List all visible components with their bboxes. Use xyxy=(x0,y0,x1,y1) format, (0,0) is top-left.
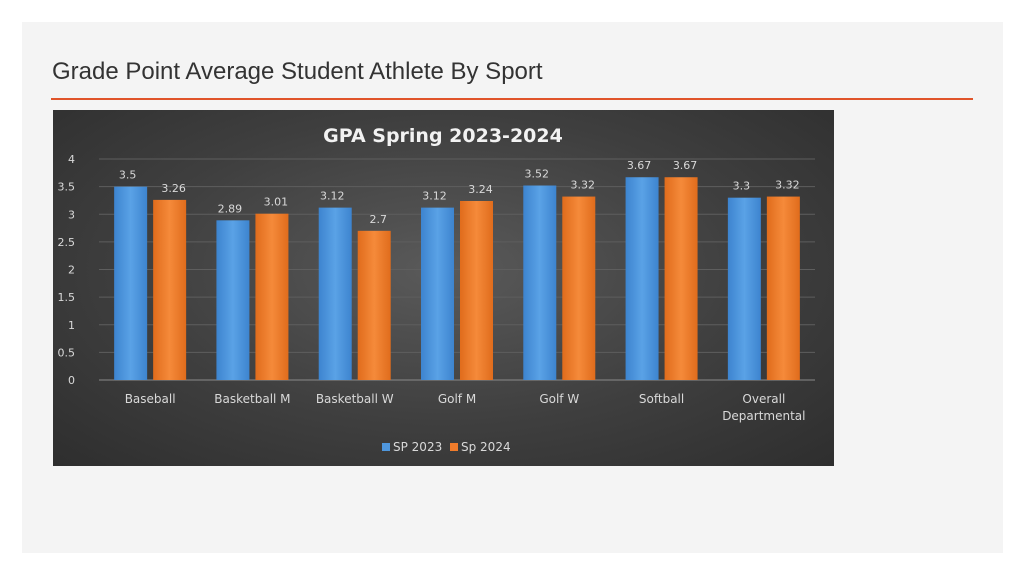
data-label: 3.12 xyxy=(422,190,447,203)
y-tick-label: 2.5 xyxy=(58,236,76,249)
y-tick-label: 2 xyxy=(68,264,75,277)
slide-title: Grade Point Average Student Athlete By S… xyxy=(52,58,543,85)
y-tick-label: 4 xyxy=(68,153,75,166)
chart-title: GPA Spring 2023-2024 xyxy=(323,125,563,147)
y-tick-label: 0 xyxy=(68,374,75,387)
bar-sp2023 xyxy=(318,207,352,380)
y-tick-label: 3 xyxy=(68,208,75,221)
bar-sp2023 xyxy=(114,186,148,380)
data-label: 3.01 xyxy=(264,196,289,209)
y-tick-label: 1.5 xyxy=(58,291,76,304)
legend-label: SP 2023 xyxy=(393,440,442,454)
bar-sp2024 xyxy=(357,230,391,380)
gpa-bar-chart: GPA Spring 2023-2024 0 0.5 1 1.5 2 2.5 3 3.5 4 3… xyxy=(58,125,815,454)
bar-sp2023 xyxy=(727,197,761,380)
x-tick-label: Golf M xyxy=(438,392,476,406)
chart-panel: GPA Spring 2023-2024 0 0.5 1 1.5 2 2.5 3 3.5 4 3… xyxy=(53,110,834,466)
x-tick-label: Basketball M xyxy=(214,392,290,406)
data-label: 3.32 xyxy=(775,179,800,192)
data-label: 3.67 xyxy=(627,159,652,172)
bar-sp2024 xyxy=(664,177,698,380)
y-tick-label: 0.5 xyxy=(58,346,76,359)
bar-sp2023 xyxy=(216,220,250,380)
bar-sp2024 xyxy=(766,196,800,380)
bar-sp2024 xyxy=(460,200,493,380)
legend-swatch xyxy=(450,443,458,451)
bar-sp2023 xyxy=(421,207,454,380)
legend-label: Sp 2024 xyxy=(461,440,511,454)
x-tick-label: Golf W xyxy=(539,392,579,406)
data-label: 2.89 xyxy=(218,202,243,215)
x-tick-label: Departmental xyxy=(722,409,805,423)
y-tick-label: 1 xyxy=(68,319,75,332)
data-label: 2.7 xyxy=(369,213,387,226)
x-tick-label: Overall xyxy=(742,392,785,406)
x-tick-label: Softball xyxy=(639,392,684,406)
data-label: 3.3 xyxy=(733,180,751,193)
data-label: 3.32 xyxy=(571,179,596,192)
data-label: 3.12 xyxy=(320,190,345,203)
bar-sp2024 xyxy=(153,199,187,380)
bar-sp2024 xyxy=(255,213,289,380)
y-tick-label: 3.5 xyxy=(58,181,76,194)
data-label: 3.67 xyxy=(673,159,698,172)
data-label: 3.26 xyxy=(161,182,186,195)
bar-sp2024 xyxy=(562,196,596,380)
data-label: 3.24 xyxy=(468,183,493,196)
bar-sp2023 xyxy=(625,177,659,380)
data-label: 3.5 xyxy=(119,169,136,182)
x-tick-label: Basketball W xyxy=(316,392,394,406)
data-label: 3.52 xyxy=(525,168,550,181)
bar-sp2023 xyxy=(523,185,557,380)
legend-swatch xyxy=(382,443,390,451)
x-tick-label: Baseball xyxy=(125,392,176,406)
title-divider xyxy=(51,98,973,100)
